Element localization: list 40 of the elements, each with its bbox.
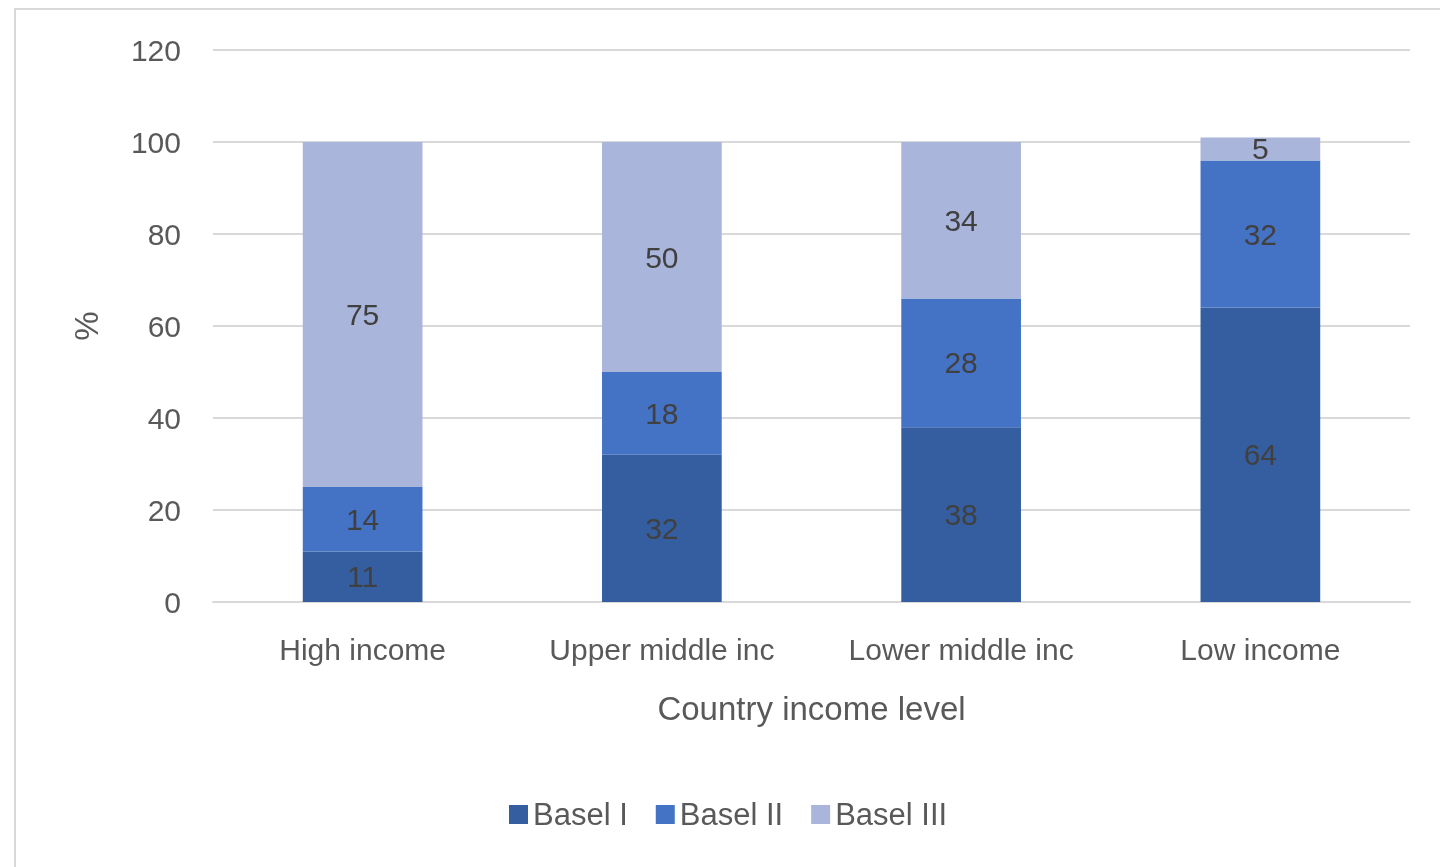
bar: [1200, 137, 1321, 161]
data-label: 34: [944, 203, 978, 237]
x-axis-title: Country income level: [657, 690, 966, 727]
data-label: 32: [645, 511, 679, 545]
bar: [901, 142, 1021, 299]
y-axis-title: %: [68, 311, 105, 341]
bar: [602, 142, 722, 372]
data-label: 5: [1252, 132, 1269, 166]
data-label: 75: [345, 298, 380, 331]
x-tick-label: High income: [279, 632, 446, 666]
bar: [602, 454, 722, 602]
bar: [901, 427, 1021, 602]
data-label: 28: [944, 346, 978, 380]
data-label: 50: [645, 240, 679, 274]
x-tick-label: Upper middle inc: [549, 632, 775, 666]
y-tick-label: 60: [147, 309, 181, 343]
y-tick-label: 40: [147, 401, 181, 435]
x-tick-label: Lower middle inc: [848, 632, 1074, 666]
bar: [602, 372, 722, 455]
data-label: 11: [347, 560, 379, 594]
data-label: 32: [1243, 217, 1278, 251]
data-label: 64: [1243, 438, 1278, 472]
y-tick-label: 80: [147, 217, 181, 251]
legend-label: Basel II: [679, 797, 784, 832]
legend-label: Basel I: [533, 797, 628, 832]
legend-label: Basel III: [835, 797, 948, 832]
y-tick-label: 20: [147, 493, 181, 527]
data-label: 14: [345, 502, 380, 536]
bar: [1200, 307, 1321, 602]
bar: [1200, 160, 1321, 308]
bar: [901, 298, 1021, 428]
bar: [302, 487, 423, 552]
data-label: 38: [944, 498, 978, 532]
y-tick-label: 120: [130, 33, 181, 67]
bar: [302, 142, 423, 487]
y-tick-label: 0: [164, 585, 181, 619]
x-tick-label: Low income: [1180, 632, 1341, 666]
y-tick-label: 100: [130, 125, 181, 159]
data-label: 18: [645, 396, 679, 430]
bar: [302, 551, 423, 602]
